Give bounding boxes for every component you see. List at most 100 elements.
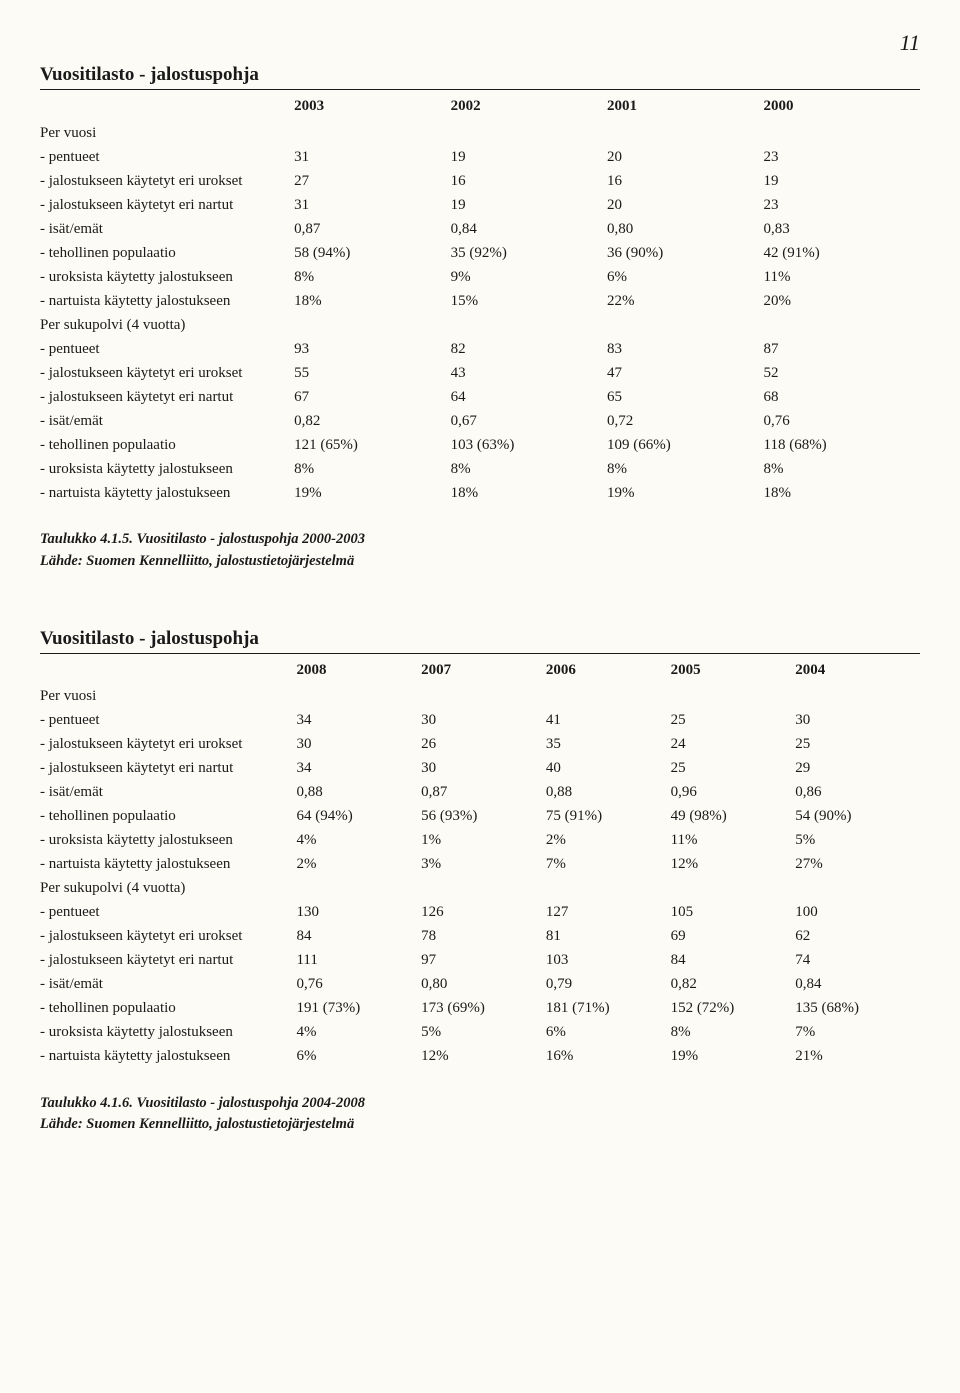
row-value: 0,86 [795, 781, 920, 805]
table1-year-2: 2001 [607, 94, 763, 121]
table2-title: Vuositilasto - jalostuspohja [40, 628, 920, 654]
row-value: 34 [296, 757, 421, 781]
data-row: - nartuista käytetty jalostukseen6%12%16… [40, 1045, 920, 1069]
row-value: 16 [607, 169, 763, 193]
row-value: 83 [607, 337, 763, 361]
table1-title: Vuositilasto - jalostuspohja [40, 64, 920, 90]
row-value: 19 [451, 193, 607, 217]
table2-section-b: Per sukupolvi (4 vuotta) [40, 877, 296, 901]
row-value: 12% [421, 1045, 546, 1069]
row-value: 18% [294, 289, 450, 313]
row-value: 0,82 [671, 973, 796, 997]
row-value: 0,88 [296, 781, 421, 805]
table2-year-0: 2008 [296, 658, 421, 685]
table2-source: Lähde: Suomen Kennelliitto, jalostustiet… [40, 1114, 920, 1136]
row-label: - tehollinen populaatio [40, 805, 296, 829]
row-value: 0,67 [451, 409, 607, 433]
row-value: 19 [451, 145, 607, 169]
row-value: 23 [764, 193, 921, 217]
row-value: 12% [671, 853, 796, 877]
row-value: 111 [296, 949, 421, 973]
row-value: 4% [296, 1021, 421, 1045]
row-value: 74 [795, 949, 920, 973]
row-value: 15% [451, 289, 607, 313]
data-row: - nartuista käytetty jalostukseen19%18%1… [40, 481, 920, 505]
table1-year-0: 2003 [294, 94, 450, 121]
row-value: 11% [764, 265, 921, 289]
row-label: - isät/emät [40, 409, 294, 433]
row-value: 30 [296, 733, 421, 757]
table1-year-1: 2002 [451, 94, 607, 121]
row-value: 58 (94%) [294, 241, 450, 265]
row-value: 64 [451, 385, 607, 409]
row-value: 109 (66%) [607, 433, 763, 457]
row-value: 34 [296, 709, 421, 733]
row-value: 31 [294, 193, 450, 217]
data-row: - uroksista käytetty jalostukseen8%9%6%1… [40, 265, 920, 289]
table1-header: 2003 2002 2001 2000 [40, 94, 920, 121]
row-value: 173 (69%) [421, 997, 546, 1021]
data-row: - tehollinen populaatio58 (94%)35 (92%)3… [40, 241, 920, 265]
row-value: 36 (90%) [607, 241, 763, 265]
row-label: - pentueet [40, 337, 294, 361]
data-row: - nartuista käytetty jalostukseen18%15%2… [40, 289, 920, 313]
data-row: - jalostukseen käytetyt eri nartut311920… [40, 193, 920, 217]
data-row: - nartuista käytetty jalostukseen2%3%7%1… [40, 853, 920, 877]
row-label: - pentueet [40, 709, 296, 733]
row-value: 16% [546, 1045, 671, 1069]
row-value: 43 [451, 361, 607, 385]
row-value: 18% [764, 481, 921, 505]
row-value: 0,79 [546, 973, 671, 997]
page-number: 11 [40, 30, 920, 56]
row-value: 5% [421, 1021, 546, 1045]
row-value: 8% [294, 265, 450, 289]
row-value: 135 (68%) [795, 997, 920, 1021]
row-value: 20 [607, 193, 763, 217]
table2-header: 2008 2007 2006 2005 2004 [40, 658, 920, 685]
data-row: - isät/emät0,870,840,800,83 [40, 217, 920, 241]
row-label: - tehollinen populaatio [40, 433, 294, 457]
row-label: - tehollinen populaatio [40, 997, 296, 1021]
row-value: 26 [421, 733, 546, 757]
row-value: 181 (71%) [546, 997, 671, 1021]
row-value: 2% [546, 829, 671, 853]
row-value: 0,80 [421, 973, 546, 997]
table2-year-2: 2006 [546, 658, 671, 685]
row-value: 30 [421, 757, 546, 781]
row-label: - uroksista käytetty jalostukseen [40, 829, 296, 853]
row-label: - pentueet [40, 145, 294, 169]
row-value: 40 [546, 757, 671, 781]
row-value: 27% [795, 853, 920, 877]
row-value: 0,76 [296, 973, 421, 997]
row-value: 0,87 [294, 217, 450, 241]
row-value: 24 [671, 733, 796, 757]
row-value: 16 [451, 169, 607, 193]
data-row: - uroksista käytetty jalostukseen4%1%2%1… [40, 829, 920, 853]
row-value: 1% [421, 829, 546, 853]
row-value: 22% [607, 289, 763, 313]
row-value: 42 (91%) [764, 241, 921, 265]
table1-year-3: 2000 [764, 94, 921, 121]
row-value: 19 [764, 169, 921, 193]
row-value: 126 [421, 901, 546, 925]
data-row: - isät/emät0,880,870,880,960,86 [40, 781, 920, 805]
row-value: 130 [296, 901, 421, 925]
row-value: 20 [607, 145, 763, 169]
row-label: - pentueet [40, 901, 296, 925]
row-value: 0,84 [451, 217, 607, 241]
row-value: 35 (92%) [451, 241, 607, 265]
row-value: 97 [421, 949, 546, 973]
data-row: - jalostukseen käytetyt eri urokset55434… [40, 361, 920, 385]
row-value: 20% [764, 289, 921, 313]
row-value: 18% [451, 481, 607, 505]
row-value: 7% [546, 853, 671, 877]
row-label: - jalostukseen käytetyt eri nartut [40, 757, 296, 781]
row-value: 118 (68%) [764, 433, 921, 457]
row-value: 8% [764, 457, 921, 481]
row-value: 54 (90%) [795, 805, 920, 829]
table1-source: Lähde: Suomen Kennelliitto, jalostustiet… [40, 551, 920, 573]
row-value: 41 [546, 709, 671, 733]
table2-section-a: Per vuosi [40, 685, 296, 709]
row-value: 69 [671, 925, 796, 949]
row-value: 11% [671, 829, 796, 853]
